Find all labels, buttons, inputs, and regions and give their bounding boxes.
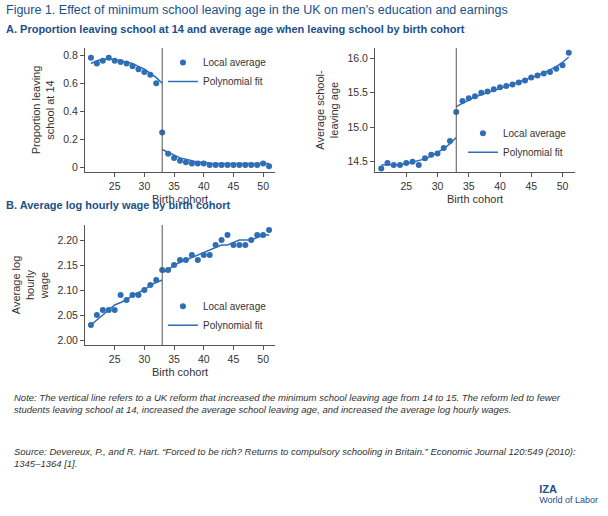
- svg-text:40: 40: [494, 180, 506, 192]
- svg-text:25: 25: [109, 353, 121, 365]
- svg-text:25: 25: [109, 180, 121, 192]
- svg-text:2.10: 2.10: [57, 284, 78, 296]
- svg-text:Polynomial fit: Polynomial fit: [203, 76, 263, 87]
- svg-text:Polynomial fit: Polynomial fit: [503, 147, 563, 158]
- svg-text:Local average: Local average: [203, 57, 266, 68]
- svg-text:15.0: 15.0: [347, 121, 368, 133]
- svg-text:50: 50: [257, 180, 269, 192]
- svg-text:40: 40: [198, 180, 210, 192]
- svg-text:35: 35: [463, 180, 475, 192]
- svg-text:30: 30: [432, 180, 444, 192]
- svg-text:50: 50: [257, 353, 269, 365]
- svg-text:Birth cohort: Birth cohort: [447, 193, 503, 205]
- svg-text:45: 45: [228, 180, 240, 192]
- svg-text:0.6: 0.6: [63, 77, 78, 89]
- svg-text:Average loghourlywage: Average loghourlywage: [10, 256, 51, 315]
- svg-text:35: 35: [168, 353, 180, 365]
- svg-text:30: 30: [139, 180, 151, 192]
- svg-text:Local average: Local average: [503, 128, 566, 139]
- svg-text:15.5: 15.5: [347, 86, 368, 98]
- svg-text:14.5: 14.5: [347, 155, 368, 167]
- svg-text:2.20: 2.20: [57, 234, 78, 246]
- svg-text:25: 25: [400, 180, 412, 192]
- svg-text:30: 30: [139, 353, 151, 365]
- svg-text:Polynomial fit: Polynomial fit: [203, 320, 263, 331]
- svg-text:2.05: 2.05: [57, 309, 78, 321]
- svg-text:50: 50: [557, 180, 569, 192]
- svg-text:Birth cohort: Birth cohort: [152, 366, 208, 378]
- svg-text:45: 45: [228, 353, 240, 365]
- svg-text:0.2: 0.2: [63, 133, 78, 145]
- svg-text:2.00: 2.00: [57, 334, 78, 346]
- svg-text:Average school-leaving age: Average school-leaving age: [314, 70, 340, 150]
- svg-text:0: 0: [72, 161, 78, 173]
- svg-text:40: 40: [198, 353, 210, 365]
- svg-text:45: 45: [525, 180, 537, 192]
- svg-text:35: 35: [168, 180, 180, 192]
- svg-text:Proportion leavingschool at 14: Proportion leavingschool at 14: [30, 66, 56, 155]
- svg-text:0.4: 0.4: [63, 105, 78, 117]
- svg-text:16.0: 16.0: [347, 52, 368, 64]
- svg-text:0.8: 0.8: [63, 49, 78, 61]
- svg-text:Local average: Local average: [203, 301, 266, 312]
- svg-text:Birth cohort: Birth cohort: [152, 193, 208, 205]
- svg-text:2.15: 2.15: [57, 259, 78, 271]
